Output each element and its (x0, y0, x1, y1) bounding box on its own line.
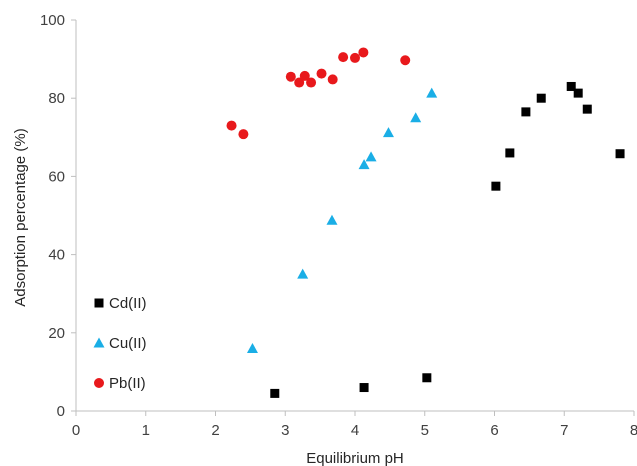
x-tick-label: 2 (211, 422, 219, 439)
data-point-triangle (358, 159, 370, 170)
data-point-triangle (297, 268, 309, 279)
data-point-triangle (326, 214, 338, 225)
data-point-square (566, 81, 576, 91)
y-tick-label: 20 (48, 325, 65, 342)
x-tick-label: 4 (351, 422, 359, 439)
data-point-square (536, 93, 546, 103)
x-tick-label: 7 (560, 422, 568, 439)
data-point-circle (226, 120, 237, 131)
data-point-circle (338, 52, 349, 63)
data-point-triangle (246, 342, 258, 353)
legend-label: Pb(II) (109, 375, 146, 392)
y-axis-ticks: 0 20 40 60 80 100 (40, 12, 76, 420)
data-point-circle (299, 70, 310, 81)
y-tick-label: 40 (48, 247, 65, 264)
legend-label: Cd(II) (109, 295, 147, 312)
data-point-square (422, 373, 432, 383)
legend-marker-triangle (93, 337, 105, 348)
data-point-triangle (410, 112, 422, 123)
y-tick-label: 60 (48, 168, 65, 185)
data-point-square (359, 383, 369, 393)
y-tick-label: 100 (40, 12, 65, 29)
data-point-circle (294, 77, 305, 88)
data-point-circle (316, 68, 327, 79)
data-point-triangle (382, 127, 394, 138)
data-point-square (573, 88, 583, 98)
x-tick-label: 1 (142, 422, 150, 439)
data-point-square (491, 181, 501, 191)
legend: Cd(II) Cu(II) Pb(II) (93, 295, 147, 392)
data-point-square (582, 104, 592, 114)
data-point-square (505, 148, 515, 158)
data-points (226, 47, 625, 398)
legend-marker-circle (94, 378, 104, 388)
data-point-triangle (426, 87, 438, 98)
data-point-circle (350, 52, 360, 63)
data-point-circle (285, 71, 296, 82)
data-point-circle (400, 55, 411, 66)
data-point-circle (327, 74, 338, 85)
data-point-square (521, 107, 531, 117)
x-axis-ticks: 0 1 2 3 4 5 6 7 8 (72, 411, 637, 439)
data-point-circle (358, 47, 369, 58)
x-tick-label: 3 (281, 422, 289, 439)
data-point-circle (306, 77, 317, 88)
x-axis-title: Equilibrium pH (306, 450, 404, 466)
y-tick-label: 0 (57, 403, 65, 420)
x-tick-label: 8 (630, 422, 637, 439)
series-cd-ii (270, 81, 625, 398)
legend-marker-square (94, 298, 104, 308)
x-tick-label: 5 (421, 422, 429, 439)
series-pb-ii (226, 47, 411, 140)
x-tick-label: 6 (490, 422, 498, 439)
data-point-triangle (365, 151, 377, 162)
series-cu-ii (246, 87, 438, 353)
y-axis-title: Adsorption percentage (%) (12, 128, 29, 306)
y-tick-label: 80 (48, 90, 65, 107)
legend-label: Cu(II) (109, 335, 147, 352)
data-point-circle (238, 129, 249, 140)
data-point-square (270, 388, 280, 398)
x-tick-label: 0 (72, 422, 80, 439)
data-point-square (615, 149, 625, 159)
